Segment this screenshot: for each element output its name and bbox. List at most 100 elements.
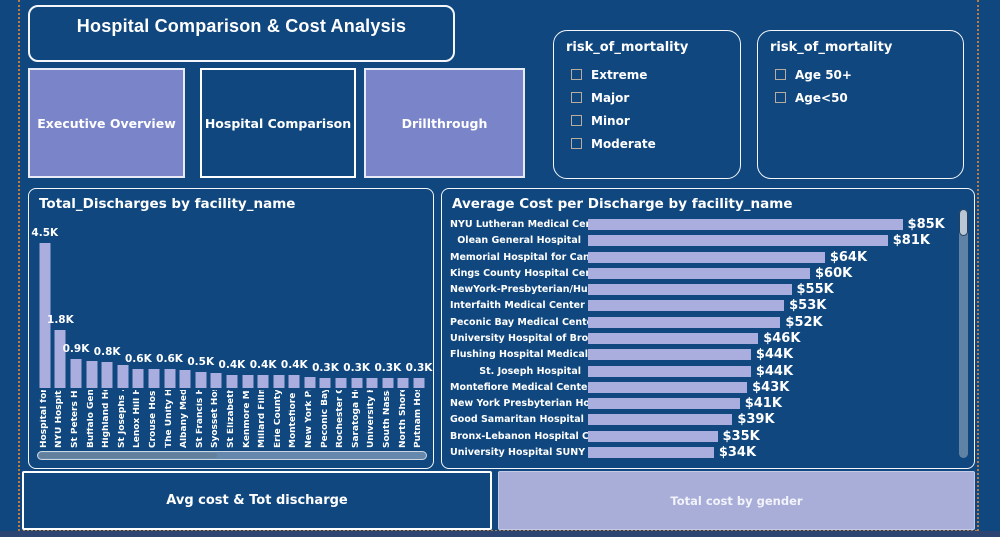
discharge-bar[interactable] — [366, 378, 378, 388]
discharge-bar-slot[interactable] — [302, 223, 318, 388]
cost-bar-row[interactable]: Kings County Hospital Cent… $60K — [450, 266, 950, 281]
nav-hospital-comparison-button[interactable]: Hospital Comparison — [200, 68, 356, 178]
cost-bar-row[interactable]: St. Joseph Hospital $44K — [450, 364, 950, 379]
discharge-bar-slot[interactable] — [177, 223, 193, 388]
cost-bar[interactable] — [588, 316, 781, 328]
cost-bar-row[interactable]: Bronx-Lebanon Hospital C… $35K — [450, 429, 950, 444]
cost-bar-row[interactable]: NYU Lutheran Medical Cen… $85K — [450, 217, 950, 232]
slicer-option-minor[interactable]: Minor — [566, 109, 728, 132]
discharge-bar-slot[interactable] — [115, 223, 131, 388]
checkbox-extreme[interactable] — [571, 69, 582, 80]
avg-cost-tot-discharge-button[interactable]: Avg cost & Tot discharge — [22, 471, 492, 530]
slicer-option-extreme[interactable]: Extreme — [566, 63, 728, 86]
cost-bar-row[interactable]: Peconic Bay Medical Center $52K — [450, 315, 950, 330]
discharge-bar-slot[interactable]: 0.5K — [187, 223, 214, 388]
cost-bar-row[interactable]: Memorial Hospital for Can… $64K — [450, 250, 950, 265]
discharge-bar-slot[interactable]: 1.8K — [47, 223, 74, 388]
discharge-bar[interactable] — [39, 243, 51, 388]
discharge-bar-slot[interactable]: 0.3K — [312, 223, 339, 388]
discharge-bar[interactable] — [70, 359, 82, 388]
discharge-bar[interactable] — [351, 378, 363, 388]
discharge-bar-slot[interactable]: 0.8K — [94, 223, 121, 388]
cost-bar[interactable] — [588, 235, 888, 247]
cost-bar[interactable] — [588, 414, 733, 426]
horizontal-scrollbar-thumb[interactable] — [39, 453, 218, 458]
cost-bar[interactable] — [588, 446, 714, 458]
cost-bar[interactable] — [588, 284, 792, 296]
checkbox-age-50-plus[interactable] — [775, 69, 786, 80]
discharge-bar-slot[interactable]: 0.3K — [343, 223, 370, 388]
discharge-bar-slot[interactable]: 4.5K — [31, 223, 58, 388]
cost-bar-row[interactable]: Flushing Hospital Medical … $44K — [450, 347, 950, 362]
discharge-bar[interactable] — [382, 378, 394, 388]
cost-bar-row[interactable]: NewYork-Presbyterian/Hu… $55K — [450, 282, 950, 297]
discharge-bar[interactable] — [132, 369, 144, 388]
cost-bar[interactable] — [588, 398, 740, 410]
cost-bar-row[interactable]: New York Presbyterian Ho… $41K — [450, 396, 950, 411]
discharge-bar-slot[interactable]: 0.4K — [219, 223, 245, 388]
discharge-bar-slot[interactable] — [396, 223, 412, 388]
discharge-bar[interactable] — [242, 375, 254, 388]
cost-bar[interactable] — [588, 300, 785, 312]
cost-bar-row[interactable]: University Hospital SUNY … $34K — [450, 445, 950, 460]
slicer-option-age-50-plus[interactable]: Age 50+ — [770, 63, 951, 86]
cost-bar-row[interactable]: Montefiore Medical Center… $43K — [450, 380, 950, 395]
horizontal-scrollbar[interactable] — [37, 451, 427, 460]
vertical-scrollbar[interactable] — [959, 209, 968, 458]
cost-bar-row[interactable]: Interfaith Medical Center $53K — [450, 298, 950, 313]
cost-bar[interactable] — [588, 349, 751, 361]
total-cost-by-gender-button[interactable]: Total cost by gender — [498, 471, 975, 530]
discharge-bar[interactable] — [164, 369, 176, 388]
discharge-bar[interactable] — [148, 369, 160, 388]
discharge-bar-slot[interactable]: 0.4K — [281, 223, 308, 388]
discharge-bar[interactable] — [319, 378, 331, 388]
discharge-bar-slot[interactable] — [271, 223, 287, 388]
discharge-bar[interactable] — [288, 375, 300, 388]
discharge-bar[interactable] — [86, 361, 98, 388]
discharge-bar-slot[interactable] — [364, 223, 380, 388]
discharge-bar[interactable] — [226, 375, 238, 388]
cost-bar[interactable] — [588, 267, 811, 279]
discharge-bar[interactable] — [413, 378, 425, 388]
discharge-bar-slot[interactable]: 0.6K — [156, 223, 183, 388]
discharge-bar[interactable] — [273, 375, 285, 388]
discharge-bar[interactable] — [117, 365, 129, 388]
checkbox-major[interactable] — [571, 92, 582, 103]
discharge-bar[interactable] — [54, 330, 66, 388]
discharge-bar[interactable] — [210, 373, 222, 388]
cost-bar[interactable] — [588, 365, 751, 377]
vertical-scrollbar-thumb[interactable] — [959, 209, 968, 236]
discharge-bar[interactable] — [397, 378, 409, 388]
checkbox-age-under-50[interactable] — [775, 92, 786, 103]
discharge-bar-slot[interactable] — [333, 223, 349, 388]
slicer-option-major[interactable]: Major — [566, 86, 728, 109]
cost-bar[interactable] — [588, 332, 759, 344]
discharge-bar[interactable] — [195, 372, 207, 388]
discharge-bar-slot[interactable] — [209, 223, 225, 388]
cost-bar-row[interactable]: Good Samaritan Hospital … $39K — [450, 412, 950, 427]
discharge-bar-slot[interactable]: 0.4K — [250, 223, 276, 388]
cost-bar-row[interactable]: University Hospital of Bro… $46K — [450, 331, 950, 346]
discharge-bar[interactable] — [257, 375, 269, 388]
discharge-bar-slot[interactable]: 0.3K — [374, 223, 401, 388]
slicer-option-age-under-50[interactable]: Age<50 — [770, 86, 951, 109]
checkbox-minor[interactable] — [571, 115, 582, 126]
discharge-bar-slot[interactable] — [240, 223, 256, 388]
checkbox-moderate[interactable] — [571, 138, 582, 149]
discharge-bar[interactable] — [335, 378, 347, 388]
cost-bar[interactable] — [588, 381, 748, 393]
discharge-bar[interactable] — [179, 370, 191, 388]
discharge-bar-slot[interactable]: 0.3K — [406, 223, 432, 388]
cost-bar-row[interactable]: Olean General Hospital $81K — [450, 233, 950, 248]
cost-bar[interactable] — [588, 430, 718, 442]
cost-bar[interactable] — [588, 251, 825, 263]
discharge-bar[interactable] — [304, 377, 316, 388]
cost-bar[interactable] — [588, 219, 903, 230]
discharge-bar-slot[interactable] — [146, 223, 162, 388]
slicer-option-moderate[interactable]: Moderate — [566, 132, 728, 155]
nav-drillthrough-button[interactable]: Drillthrough — [364, 68, 525, 178]
nav-executive-overview-button[interactable]: Executive Overview — [28, 68, 185, 178]
discharge-bar-slot[interactable]: 0.9K — [63, 223, 89, 388]
discharge-bar[interactable] — [101, 362, 113, 388]
discharge-bar-slot[interactable] — [84, 223, 100, 388]
